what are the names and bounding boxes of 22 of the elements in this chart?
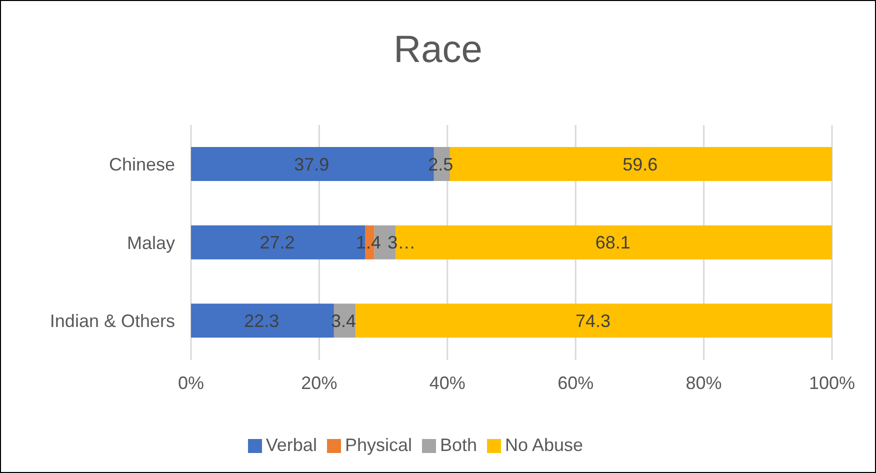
data-label: 22.3 — [244, 310, 280, 331]
y-tick-label: Indian & Others — [50, 311, 175, 332]
x-tick-label: 100% — [808, 372, 856, 393]
data-label: 68.1 — [595, 232, 630, 253]
legend-label: Physical — [344, 435, 412, 455]
x-tick-label: 60% — [558, 372, 594, 393]
data-label: 74.3 — [575, 310, 611, 331]
y-tick-label: Chinese — [108, 154, 175, 175]
chart-title: Race — [392, 29, 484, 72]
x-tick-label: 80% — [686, 372, 722, 393]
x-tick-label: 40% — [429, 372, 466, 393]
data-label: 1.4 — [356, 232, 382, 253]
legend-label: Verbal — [266, 435, 317, 455]
x-tick-label: 0% — [178, 372, 204, 393]
legend-label: Both — [440, 435, 478, 455]
data-label: 27.2 — [260, 232, 295, 253]
y-tick-label: Malay — [126, 232, 175, 253]
x-tick-label: 20% — [301, 372, 338, 393]
legend-label: No Abuse — [505, 435, 584, 455]
bar — [356, 304, 832, 338]
data-label: 59.6 — [622, 154, 658, 174]
data-label: 37.9 — [294, 154, 330, 174]
